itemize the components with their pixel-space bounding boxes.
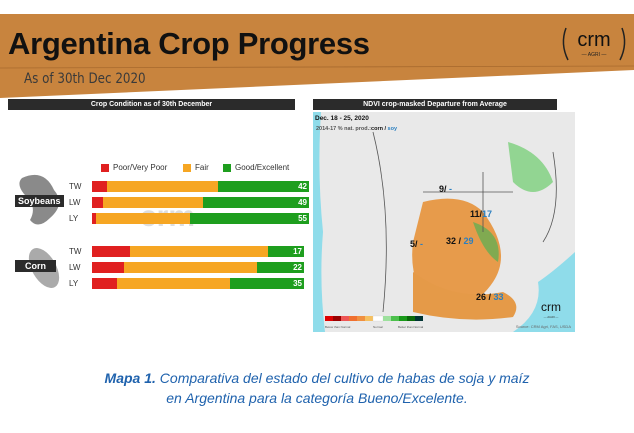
page-subtitle: As of 30th Dec 2020 xyxy=(24,71,146,87)
legend-poor: Poor/Very Poor xyxy=(101,163,167,172)
region-label: 11/17 xyxy=(470,209,492,219)
row-label: LY xyxy=(69,279,79,288)
svg-text:Normal: Normal xyxy=(373,325,383,329)
chart-title: Crop Condition as of 30th December xyxy=(8,99,295,110)
svg-text:crm: crm xyxy=(541,300,561,314)
bar-segment-poor xyxy=(92,181,108,192)
map-subtitle: 2014-17 % nat. prod.:corn / soy xyxy=(316,126,398,132)
svg-text:Better than Normal: Better than Normal xyxy=(398,325,424,329)
bar-segment-good: 22 xyxy=(257,262,304,273)
region-label: 9/ - xyxy=(439,184,452,194)
svg-text:Below than Normal: Below than Normal xyxy=(325,325,351,329)
map-title: NDVI crop-masked Departure from Average xyxy=(313,99,557,110)
bar-row-corn-tw: 17 xyxy=(92,246,304,257)
bar-segment-poor xyxy=(92,278,118,289)
bar-segment-poor xyxy=(92,197,103,208)
bar-segment-good: 55 xyxy=(189,213,309,224)
row-label: LY xyxy=(69,214,79,223)
bar-segment-poor xyxy=(92,213,97,224)
bar-segment-good: 17 xyxy=(267,246,304,257)
region-label: 26 / 33 xyxy=(476,292,504,302)
bar-segment-poor xyxy=(92,262,124,273)
bar-segment-fair xyxy=(130,246,268,257)
region-labels: 9/ - 11/17 5/ - 32 / 29 26 / 33 xyxy=(410,184,504,302)
bar-segment-poor xyxy=(92,246,131,257)
bar-segment-fair xyxy=(107,181,218,192)
bar-segment-good: 42 xyxy=(217,181,309,192)
bar-row-soybeans-tw: 42 xyxy=(92,181,309,192)
svg-text:crm: crm xyxy=(577,29,610,51)
bar-segment-fair xyxy=(117,278,230,289)
map-source: Source: CRM Agri, FAS, USDA xyxy=(516,324,571,329)
bar-row-corn-ly: 35 xyxy=(92,278,304,289)
row-label: LW xyxy=(69,263,81,272)
region-label: 32 / 29 xyxy=(446,236,474,246)
page-title: Argentina Crop Progress xyxy=(8,26,370,61)
header-banner xyxy=(0,14,634,98)
row-label: LW xyxy=(69,198,81,207)
bar-segment-good: 49 xyxy=(202,197,309,208)
figure-caption: Mapa 1. Comparativa del estado del culti… xyxy=(104,370,530,406)
crm-logo: crm — AGRI — xyxy=(556,20,632,66)
ndvi-color-scale: Below than Normal Normal Better than Nor… xyxy=(325,315,424,329)
crop-label-corn: Corn xyxy=(15,260,56,272)
crop-label-soybeans: Soybeans xyxy=(15,195,64,207)
bar-row-corn-lw: 22 xyxy=(92,262,304,273)
row-label: TW xyxy=(69,247,82,256)
svg-text:— AGRI —: — AGRI — xyxy=(544,315,559,319)
svg-text:— AGRI —: — AGRI — xyxy=(582,52,607,58)
bar-row-soybeans-lw: 49 xyxy=(92,197,309,208)
bar-row-soybeans-ly: 55 xyxy=(92,213,309,224)
map-crm-logo: crm— AGRI — xyxy=(541,300,561,319)
row-label: TW xyxy=(69,182,82,191)
bar-segment-good: 35 xyxy=(229,278,304,289)
bar-segment-fair xyxy=(123,262,258,273)
bar-segment-fair xyxy=(102,197,203,208)
legend-fair: Fair xyxy=(183,163,209,172)
ndvi-map: Dec. 18 - 25, 2020 2014-17 % nat. prod.:… xyxy=(313,112,575,332)
bar-segment-fair xyxy=(96,213,190,224)
map-dates: Dec. 18 - 25, 2020 xyxy=(315,115,369,122)
region-label: 5/ - xyxy=(410,239,423,249)
legend-good: Good/Excellent xyxy=(223,163,289,172)
